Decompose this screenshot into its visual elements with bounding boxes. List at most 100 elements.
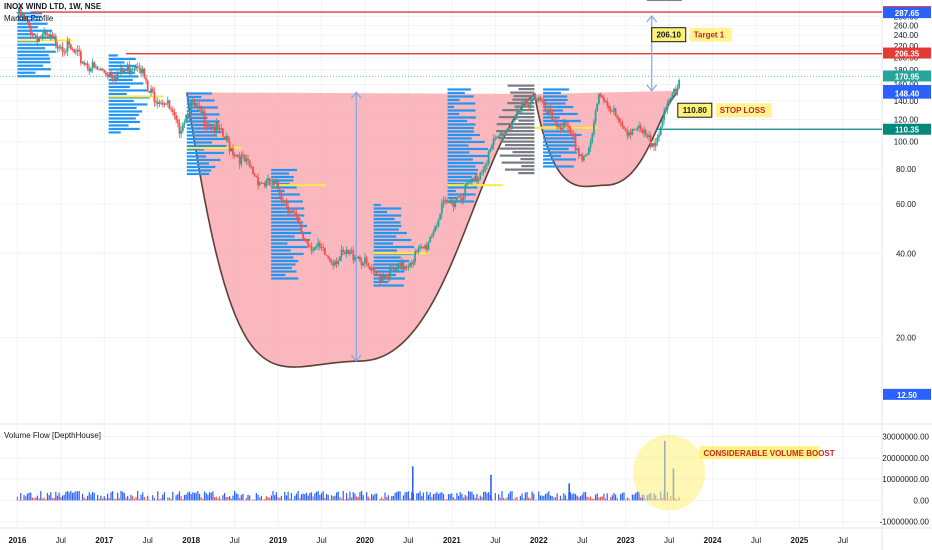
volume-bar bbox=[309, 493, 311, 501]
profile-bar bbox=[271, 179, 294, 182]
time-tick-label: 2022 bbox=[530, 536, 548, 545]
volume-bar bbox=[292, 499, 294, 501]
volume-bar bbox=[541, 495, 543, 501]
volume-bar bbox=[556, 493, 558, 501]
volume-bar bbox=[640, 497, 642, 501]
candle-body bbox=[653, 143, 655, 147]
candle-body bbox=[352, 250, 355, 261]
profile-bar bbox=[447, 154, 488, 158]
volume-bar bbox=[320, 492, 323, 501]
candle-body bbox=[643, 130, 645, 133]
volume-spike bbox=[568, 483, 570, 501]
volume-bar bbox=[135, 496, 137, 501]
volume-bar bbox=[501, 491, 503, 501]
profile-bar bbox=[108, 82, 144, 85]
profile-bar bbox=[543, 130, 572, 133]
candle-body bbox=[561, 127, 564, 130]
volume-bar bbox=[213, 497, 216, 501]
volume-bar bbox=[635, 492, 637, 501]
candle-body bbox=[238, 156, 241, 165]
volume-bar bbox=[439, 492, 441, 501]
volume-bar bbox=[222, 495, 224, 501]
volume-bar bbox=[302, 493, 304, 501]
profile-bar bbox=[447, 126, 475, 130]
profile-bar bbox=[108, 103, 148, 106]
price-axis[interactable]: 20.0040.0060.0080.00100.00120.00140.0016… bbox=[883, 6, 931, 400]
volume-bar bbox=[452, 497, 455, 501]
profile-bar bbox=[271, 168, 297, 172]
candle-body bbox=[148, 91, 151, 93]
volume-bar bbox=[481, 497, 483, 501]
volume-bar bbox=[312, 496, 314, 501]
time-axis[interactable]: 2016 Jul 2017 Jul 2018 Jul 2019 Jul 2020 Jul 2021 J… bbox=[8, 536, 848, 545]
volume-bar bbox=[239, 498, 241, 501]
profile-bar bbox=[373, 280, 389, 284]
volume-bar bbox=[611, 495, 613, 501]
candle-body bbox=[342, 249, 345, 252]
profile-bar bbox=[108, 117, 136, 120]
profile-bar bbox=[447, 175, 472, 179]
profile-bar bbox=[186, 99, 215, 102]
candle-body bbox=[268, 178, 271, 186]
candle-body bbox=[496, 137, 498, 139]
candle-body bbox=[364, 257, 366, 264]
candle-body bbox=[73, 49, 76, 53]
profile-bar bbox=[505, 144, 535, 147]
candle-body bbox=[260, 182, 263, 184]
candle-body bbox=[499, 132, 502, 136]
profile-bar bbox=[373, 242, 394, 245]
volume-bar bbox=[265, 496, 267, 501]
candle-body bbox=[195, 105, 198, 107]
profile-bar bbox=[373, 210, 388, 214]
price-scale-tag bbox=[883, 7, 931, 19]
price-scale-tag bbox=[883, 87, 931, 99]
volume-bar bbox=[411, 492, 413, 501]
candle-body bbox=[265, 180, 268, 187]
volume-bar bbox=[127, 495, 129, 501]
profile-bar bbox=[373, 228, 399, 231]
volume-bar bbox=[554, 497, 557, 501]
volume-bar bbox=[544, 494, 547, 501]
candle-body bbox=[377, 274, 380, 276]
target-projection-arrow-head bbox=[646, 15, 658, 23]
candle-body bbox=[232, 148, 234, 156]
volume-bar bbox=[240, 495, 242, 501]
candle-body bbox=[437, 219, 440, 227]
candle-body bbox=[225, 136, 228, 140]
candle-body bbox=[532, 95, 535, 99]
volume-bar bbox=[484, 491, 486, 501]
profile-bar bbox=[186, 123, 215, 127]
volume-bar bbox=[85, 498, 87, 501]
volume-bar bbox=[43, 497, 45, 501]
candle-body bbox=[596, 103, 599, 111]
volume-bar bbox=[399, 491, 401, 501]
profile-bar bbox=[373, 249, 398, 252]
candle-body bbox=[208, 124, 211, 127]
volume-bar bbox=[491, 499, 493, 501]
candle-body bbox=[163, 104, 166, 106]
candle-body bbox=[29, 25, 32, 35]
candle-body bbox=[28, 20, 30, 26]
profile-bar bbox=[373, 221, 401, 224]
volume-bar bbox=[374, 493, 376, 501]
candle-body bbox=[556, 122, 559, 127]
candle-body bbox=[297, 216, 300, 222]
volume-bar bbox=[593, 498, 595, 501]
volume-bar bbox=[579, 496, 582, 501]
volume-bar bbox=[437, 493, 440, 501]
volume-bar bbox=[451, 493, 453, 501]
candle-body bbox=[404, 266, 406, 270]
volume-bar bbox=[41, 498, 44, 501]
volume-bar bbox=[394, 493, 396, 501]
candle-body bbox=[445, 200, 448, 203]
price-scale-tag-text: 148.40 bbox=[895, 90, 920, 99]
profile-bar bbox=[543, 154, 561, 158]
volume-axis[interactable]: -10000000.00 0.00 10000000.00 20000000.00 30… bbox=[880, 433, 930, 527]
candle-body bbox=[397, 263, 400, 267]
candle-body bbox=[365, 257, 368, 264]
volume-bar bbox=[300, 494, 303, 501]
volume-bar bbox=[416, 493, 418, 501]
candle-body bbox=[133, 68, 136, 71]
